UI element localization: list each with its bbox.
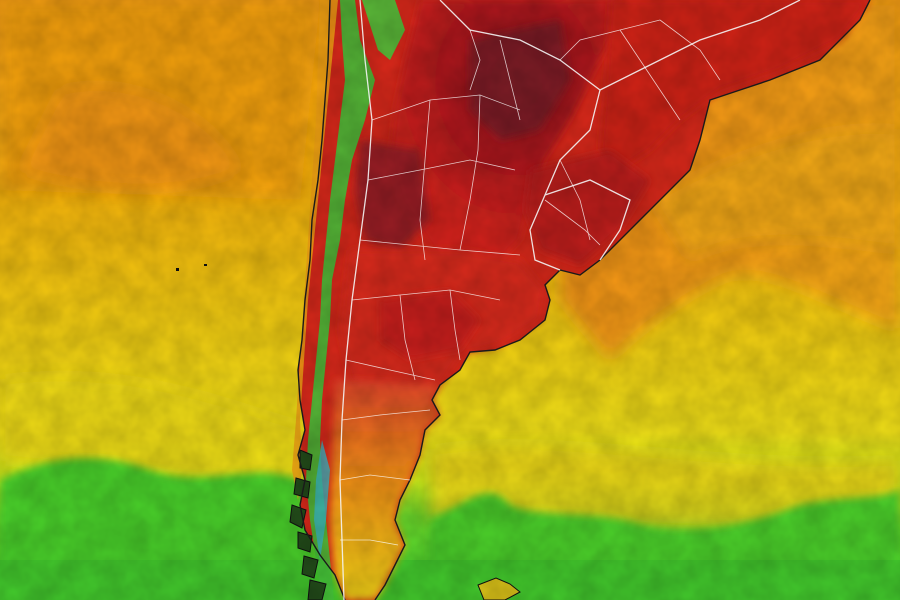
atlantic-coastline [374,0,871,600]
pacific-coastline [297,0,346,600]
province-borders [339,19,721,546]
